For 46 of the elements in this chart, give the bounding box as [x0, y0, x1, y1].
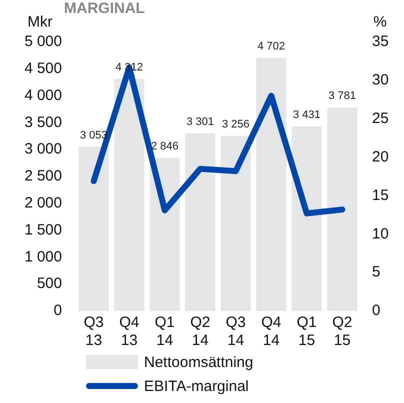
bar [114, 79, 144, 311]
y-tick-label: 5 000 [24, 33, 62, 50]
bar [150, 158, 180, 311]
x-tick-label: Q2 15 [332, 314, 352, 350]
y2-tick-label: 35 [372, 33, 389, 50]
y-tick-label: 2 500 [24, 168, 62, 185]
bar [327, 108, 358, 311]
y2-tick-label: 20 [372, 148, 389, 166]
x-tick-label: Q3 14 [226, 314, 246, 350]
y2-tick-label: 30 [372, 72, 389, 89]
legend-label: Nettoomsättning [144, 354, 254, 370]
data-label: 4 702 [257, 40, 286, 53]
chart-title: MARGINAL [64, 0, 145, 17]
y2-tick-label: 10 [372, 225, 389, 242]
legend-label: EBITA-marginal [144, 378, 249, 394]
y2-tick-label: 0 [372, 302, 380, 320]
x-tick-label: Q2 14 [190, 314, 210, 350]
x-tick-label: Q4 13 [119, 314, 140, 350]
y-tick-label: 0 [54, 302, 62, 320]
data-label: 2 846 [150, 140, 179, 152]
x-tick-label: Q4 14 [261, 314, 282, 350]
bar [256, 58, 286, 311]
y-tick-label: 3 000 [24, 140, 62, 158]
bar [292, 126, 322, 311]
data-label: 3 256 [222, 118, 250, 130]
y-axis-title: Mkr [28, 14, 52, 31]
y-tick-label: 3 500 [24, 114, 62, 131]
bar [78, 146, 109, 311]
data-label: 3 781 [328, 90, 356, 102]
y-tick-label: 2 000 [24, 194, 62, 212]
bar [185, 133, 216, 311]
bar [220, 136, 251, 311]
x-tick-label: Q3 13 [84, 314, 104, 350]
y2-axis-title: % [373, 14, 387, 31]
y-tick-label: 1 500 [24, 221, 62, 238]
data-label: 3 431 [292, 108, 321, 121]
data-label: 3 301 [186, 116, 214, 128]
x-tick-label: Q1 15 [296, 314, 317, 350]
y2-tick-label: 25 [372, 110, 389, 127]
y-tick-label: 4 000 [24, 86, 62, 104]
y2-tick-label: 15 [372, 186, 389, 204]
y-tick-label: 500 [36, 275, 62, 292]
x-tick-label: Q1 14 [154, 314, 175, 350]
y-tick-label: 4 500 [24, 60, 62, 78]
y-tick-label: 1 000 [24, 248, 62, 266]
y2-tick-label: 5 [372, 264, 380, 281]
